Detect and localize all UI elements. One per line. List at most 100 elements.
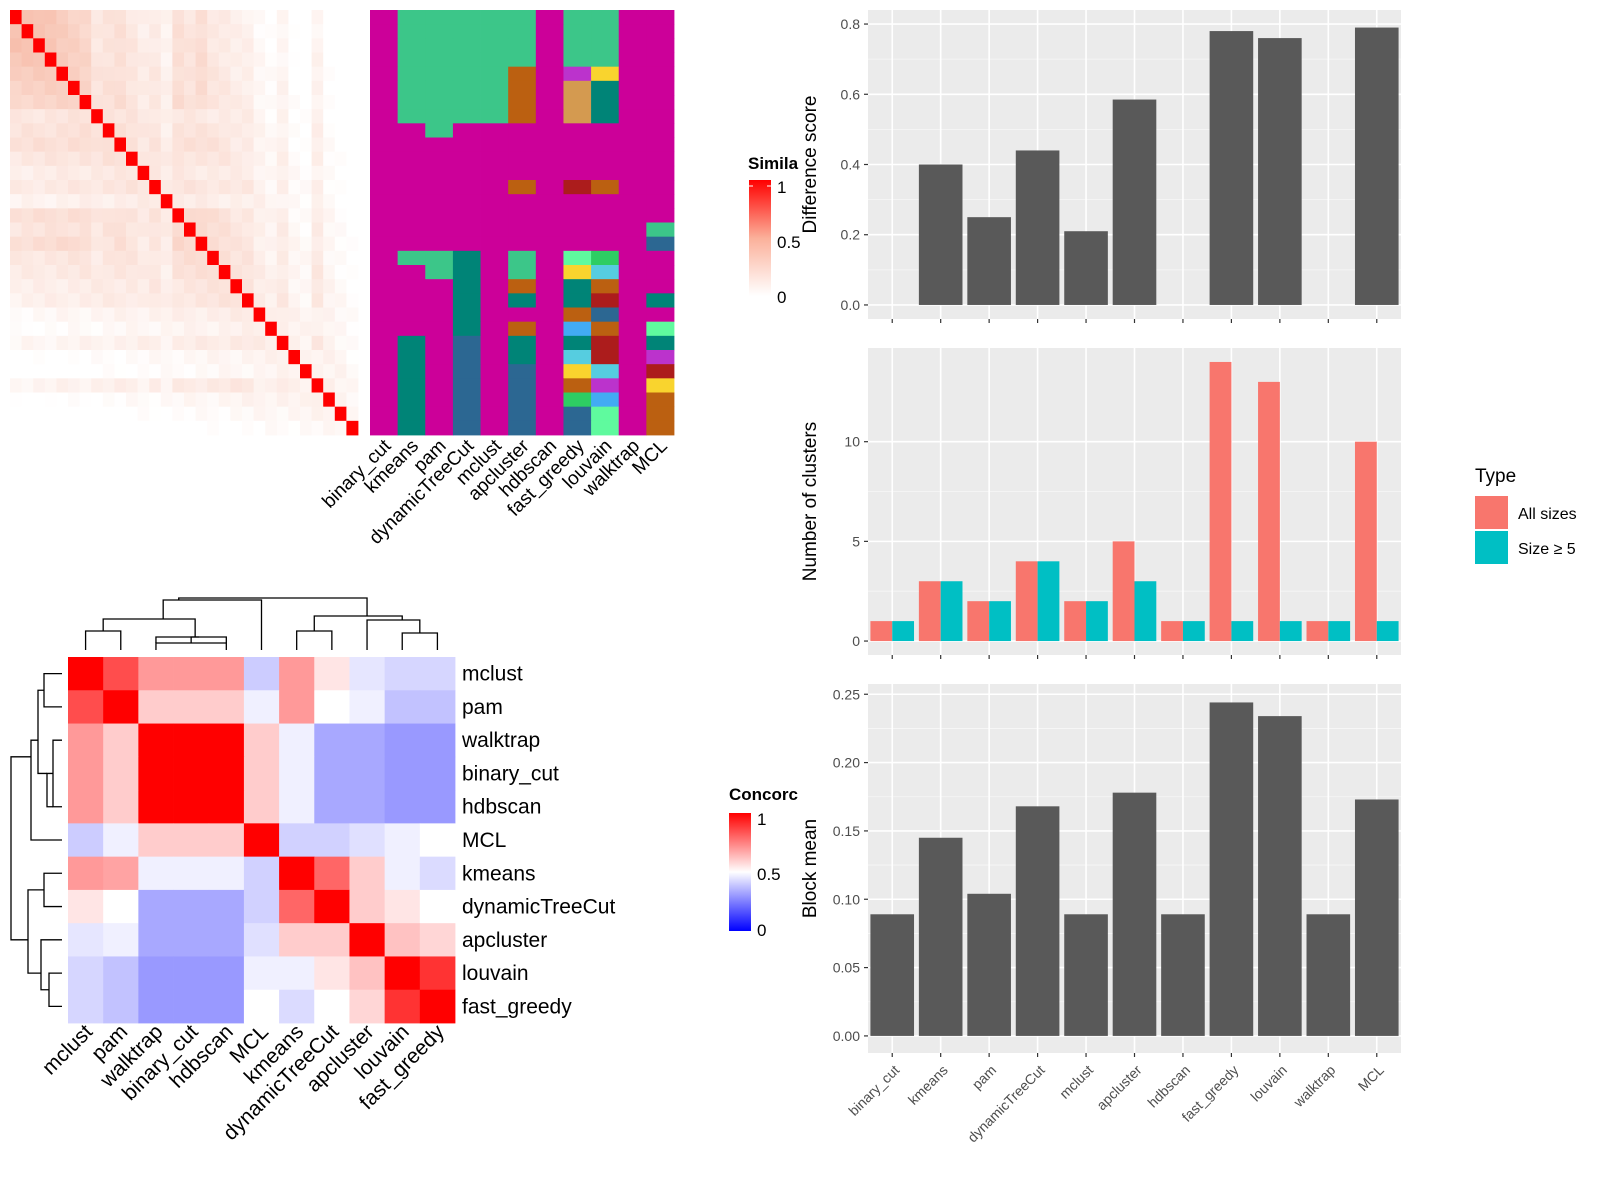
similarity-cell — [160, 95, 173, 110]
similarity-cell — [323, 222, 336, 238]
similarity-cell — [33, 10, 46, 25]
similarity-cell — [334, 222, 347, 238]
similarity-cell — [265, 250, 278, 266]
bar — [1064, 231, 1108, 305]
concordance-cell — [208, 889, 245, 924]
similarity-cell — [195, 293, 208, 308]
column-dendrogram-branch — [178, 597, 368, 616]
concordance-row-label: walktrap — [461, 729, 540, 752]
similarity-cell — [300, 222, 312, 238]
similarity-cell — [10, 364, 22, 379]
similarity-cell — [288, 364, 301, 379]
similarity-cell — [323, 392, 336, 408]
concordance-cell — [279, 756, 315, 791]
similarity-cell — [33, 321, 46, 337]
concordance-cell — [349, 790, 386, 824]
assignment-cell — [591, 350, 620, 365]
assignment-cell — [397, 109, 426, 124]
assignment-cell — [480, 250, 509, 266]
similarity-cell — [137, 378, 150, 393]
similarity-cell — [265, 66, 278, 82]
similarity-cell — [68, 378, 80, 393]
y-tick-label: 0.2 — [841, 227, 861, 243]
similarity-cell — [79, 10, 92, 25]
similarity-cell — [21, 208, 34, 223]
assignment-cell — [508, 151, 537, 167]
assignment-cell — [370, 364, 399, 379]
similarity-cell — [184, 335, 196, 351]
similarity-cell — [300, 378, 312, 393]
similarity-cell — [300, 95, 312, 110]
similarity-cell — [44, 236, 57, 252]
similarity-cell — [79, 350, 92, 365]
column-dendrogram-branch — [401, 632, 439, 650]
bar-size-5 — [1182, 621, 1205, 642]
similarity-cell — [68, 293, 80, 308]
similarity-cell — [207, 293, 220, 308]
concordance-cell — [419, 923, 456, 957]
similarity-cell — [242, 378, 254, 393]
similarity-cell — [253, 307, 266, 323]
similarity-cell — [311, 420, 324, 436]
assignment-cell — [618, 364, 647, 379]
similarity-cell — [114, 222, 127, 238]
assignment-cell — [452, 95, 481, 110]
similarity-cell — [149, 265, 162, 280]
similarity-cell — [334, 321, 347, 337]
similarity-cell — [346, 222, 359, 238]
assignment-cell — [508, 24, 537, 39]
similarity-cell — [300, 38, 312, 53]
concordance-cell — [173, 889, 210, 924]
similarity-cell — [265, 406, 278, 422]
assignment-cell — [452, 137, 481, 153]
similarity-cell — [91, 38, 104, 53]
concordance-tick-label: 0.5 — [757, 865, 781, 884]
similarity-cell — [149, 52, 162, 68]
similarity-cell — [160, 236, 173, 252]
assignment-cell — [563, 222, 592, 238]
similarity-cell — [172, 222, 185, 238]
concordance-cell — [68, 889, 104, 924]
similarity-cell — [311, 208, 324, 223]
similarity-cell — [149, 236, 162, 252]
similarity-cell — [172, 321, 185, 337]
similarity-cell — [265, 10, 278, 25]
similarity-cell — [137, 222, 150, 238]
assignment-cell — [425, 420, 454, 436]
concordance-cell — [68, 856, 104, 891]
concordance-cell — [208, 956, 245, 991]
similarity-cell — [265, 392, 278, 408]
similarity-cell — [10, 66, 22, 82]
assignment-cell — [370, 123, 399, 138]
similarity-cell — [207, 165, 220, 181]
concordance-cell — [384, 889, 421, 924]
cluster-assignment-heatmap — [370, 10, 675, 436]
y-axis-title: Block mean — [800, 819, 821, 918]
similarity-cell — [288, 321, 301, 337]
similarity-cell — [44, 378, 57, 393]
similarity-cell — [160, 10, 173, 25]
assignment-cell — [480, 406, 509, 422]
assignment-cell — [535, 165, 564, 181]
similarity-cell — [21, 222, 34, 238]
similarity-cell — [265, 137, 278, 153]
assignment-cell — [591, 335, 620, 351]
assignment-cell — [618, 137, 647, 153]
assignment-cell — [508, 123, 537, 138]
similarity-cell — [346, 392, 359, 408]
similarity-cell — [230, 95, 243, 110]
similarity-cell — [102, 350, 115, 365]
concordance-cell — [68, 690, 104, 724]
similarity-cell — [79, 24, 92, 39]
similarity-cell — [172, 151, 185, 167]
bar-size-5 — [1231, 621, 1254, 642]
concordance-cell — [243, 823, 280, 858]
assignment-cell — [425, 180, 454, 195]
assignment-cell — [535, 24, 564, 39]
similarity-cell — [44, 279, 57, 294]
assignment-cell — [618, 222, 647, 238]
similarity-cell — [195, 279, 208, 294]
similarity-cell — [149, 180, 162, 195]
similarity-cell — [149, 95, 162, 110]
similarity-cell — [300, 180, 312, 195]
